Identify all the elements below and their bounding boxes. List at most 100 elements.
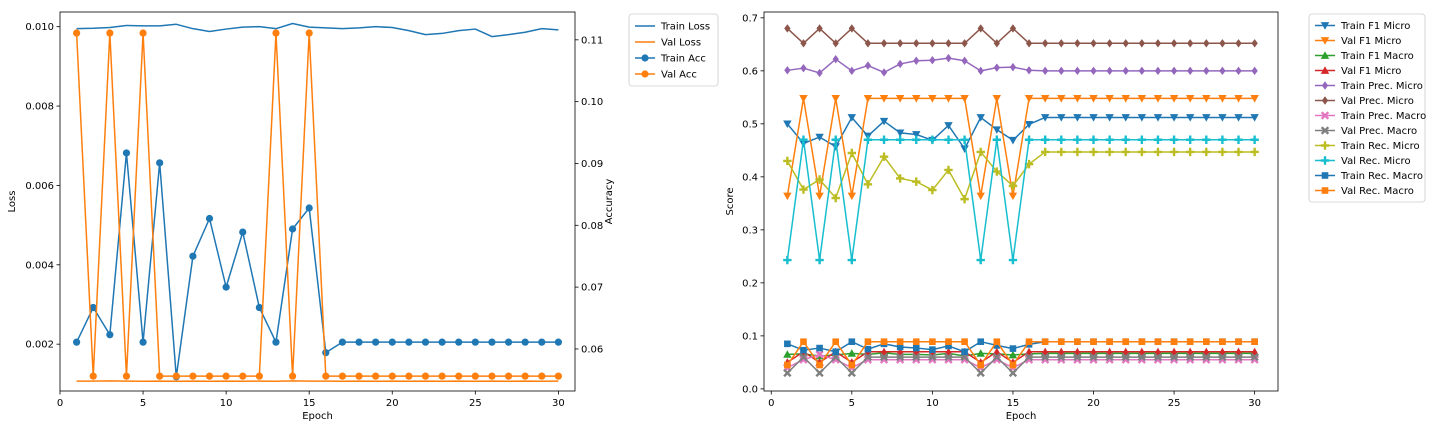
x-tick-label: 5 xyxy=(849,398,855,409)
series-val-rec-macro-11 xyxy=(784,338,1258,369)
data-point-val-prec-micro xyxy=(1138,39,1145,48)
data-point-val-rec-micro xyxy=(928,135,937,144)
data-point-val-rec-macro xyxy=(1122,338,1130,346)
data-point-val-f1-micro xyxy=(847,192,857,201)
data-point-train-prec-micro xyxy=(993,63,1000,72)
legend-item-train-f1-micro: Train F1 Micro xyxy=(1315,21,1410,32)
data-point-val-prec-macro xyxy=(1041,352,1050,362)
data-point-val-rec-micro xyxy=(912,135,921,144)
data-point-val-prec-macro xyxy=(1008,368,1018,378)
data-point-val-acc xyxy=(405,372,413,380)
legend-label: Train F1 Micro xyxy=(1340,21,1410,32)
data-point-val-rec-micro xyxy=(863,135,873,144)
data-point-val-f1-micro xyxy=(1250,95,1259,103)
data-point-val-acc xyxy=(73,29,81,37)
data-point-val-rec-micro xyxy=(976,255,985,265)
legend-label: Val F1 Micro xyxy=(1341,36,1401,47)
legend-marker xyxy=(1320,37,1330,45)
data-point-train-prec-micro xyxy=(1251,66,1258,76)
data-point-val-prec-micro xyxy=(1106,39,1113,48)
data-point-val-prec-macro xyxy=(1137,352,1146,362)
data-point-val-acc xyxy=(89,372,97,380)
data-point-train-prec-micro xyxy=(913,56,920,65)
data-point-train-rec-micro xyxy=(1073,147,1082,157)
data-point-val-acc xyxy=(189,372,197,380)
data-point-val-f1-micro xyxy=(1121,95,1130,103)
data-point-train-acc xyxy=(388,338,396,346)
data-point-val-f1-micro xyxy=(912,95,921,103)
data-point-train-prec-micro xyxy=(945,53,952,63)
data-point-val-prec-micro xyxy=(993,39,1000,48)
y-axis-score-tick-label: 0.5 xyxy=(742,119,758,130)
data-point-train-prec-micro xyxy=(977,66,984,76)
data-point-train-prec-micro xyxy=(1203,66,1210,76)
y-axis-right-tick-label: 0.09 xyxy=(581,159,603,170)
data-point-val-rec-macro xyxy=(1025,338,1033,346)
data-point-val-f1-micro xyxy=(1153,347,1163,356)
data-point-train-acc xyxy=(538,338,546,346)
x-tick-label: 15 xyxy=(1007,398,1020,409)
data-point-val-prec-micro xyxy=(832,39,839,48)
data-point-val-prec-micro xyxy=(945,39,952,48)
data-point-val-rec-macro xyxy=(929,338,936,346)
data-point-train-acc xyxy=(438,338,446,346)
legend-item-val-f1-micro: Val F1 Micro xyxy=(1315,36,1401,47)
data-point-val-rec-macro xyxy=(993,338,1001,346)
data-point-train-acc xyxy=(421,338,430,346)
chart-scores: 0 5 10 15 20 25 30 Epoch 0.0 0.1 0.2 0.3 0.4 0.5 0.6 0.… xyxy=(725,11,1426,422)
legend-item-val-loss: Val Loss xyxy=(635,38,701,49)
data-point-val-prec-micro xyxy=(929,39,936,48)
legend-marker xyxy=(1320,141,1330,150)
data-point-val-rec-macro xyxy=(1251,338,1258,346)
data-point-val-prec-micro xyxy=(1009,24,1017,33)
data-point-val-acc xyxy=(255,372,263,380)
data-point-val-rec-micro xyxy=(1040,135,1050,144)
data-point-val-acc xyxy=(222,372,230,380)
series-train-rec-micro-8 xyxy=(783,147,1259,204)
data-point-val-prec-micro xyxy=(1170,39,1178,48)
y-axis-score-tick-label: 0.1 xyxy=(742,331,758,342)
data-point-train-acc xyxy=(288,225,297,233)
legend-marker xyxy=(1320,22,1330,30)
data-point-train-acc xyxy=(488,338,496,346)
data-point-train-f1-micro xyxy=(895,129,905,138)
legend-label: Train Rec. Micro xyxy=(1340,141,1420,152)
data-point-train-f1-micro xyxy=(1250,114,1259,122)
plot-frame xyxy=(763,11,1279,392)
legend-item-val-f1-micro: Val F1 Micro xyxy=(1315,66,1401,77)
data-point-train-f1-micro xyxy=(1202,114,1211,122)
data-point-val-rec-micro xyxy=(1234,135,1243,144)
data-point-val-rec-micro xyxy=(783,255,792,265)
data-point-train-acc xyxy=(372,338,380,346)
data-point-val-rec-micro xyxy=(1218,135,1227,144)
data-point-train-f1-micro xyxy=(976,114,985,122)
legend-marker xyxy=(641,70,649,78)
data-point-val-acc xyxy=(471,372,479,380)
data-point-val-prec-micro xyxy=(1025,39,1033,48)
data-point-val-prec-macro xyxy=(1202,352,1211,362)
legend-box xyxy=(1308,13,1426,203)
data-point-val-prec-macro xyxy=(944,352,953,362)
data-point-val-f1-micro xyxy=(1121,347,1130,356)
data-point-val-rec-macro xyxy=(784,361,791,369)
data-point-val-f1-micro xyxy=(1185,95,1195,103)
data-point-train-rec-macro xyxy=(784,340,791,348)
data-point-train-f1-micro xyxy=(1137,114,1147,122)
x-axis-label: Epoch xyxy=(1006,411,1037,422)
data-point-val-acc xyxy=(322,372,330,380)
data-point-train-f1-micro xyxy=(944,122,953,130)
data-point-train-rec-macro xyxy=(832,348,840,356)
data-point-train-rec-macro xyxy=(800,346,807,354)
data-point-train-f1-micro xyxy=(1234,114,1243,122)
data-point-val-acc xyxy=(438,372,446,380)
data-point-val-prec-macro xyxy=(1218,352,1227,362)
series-line-train-acc xyxy=(75,152,559,378)
data-point-val-acc xyxy=(455,372,463,380)
data-point-val-f1-micro xyxy=(783,192,792,201)
data-point-train-prec-micro xyxy=(1170,66,1178,76)
x-axis-label: Epoch xyxy=(302,411,333,422)
data-point-val-prec-micro xyxy=(848,24,855,33)
data-point-train-acc xyxy=(222,283,230,291)
y-axis-left-tick-label: 0.004 xyxy=(25,260,54,271)
data-point-val-prec-macro xyxy=(896,352,905,362)
